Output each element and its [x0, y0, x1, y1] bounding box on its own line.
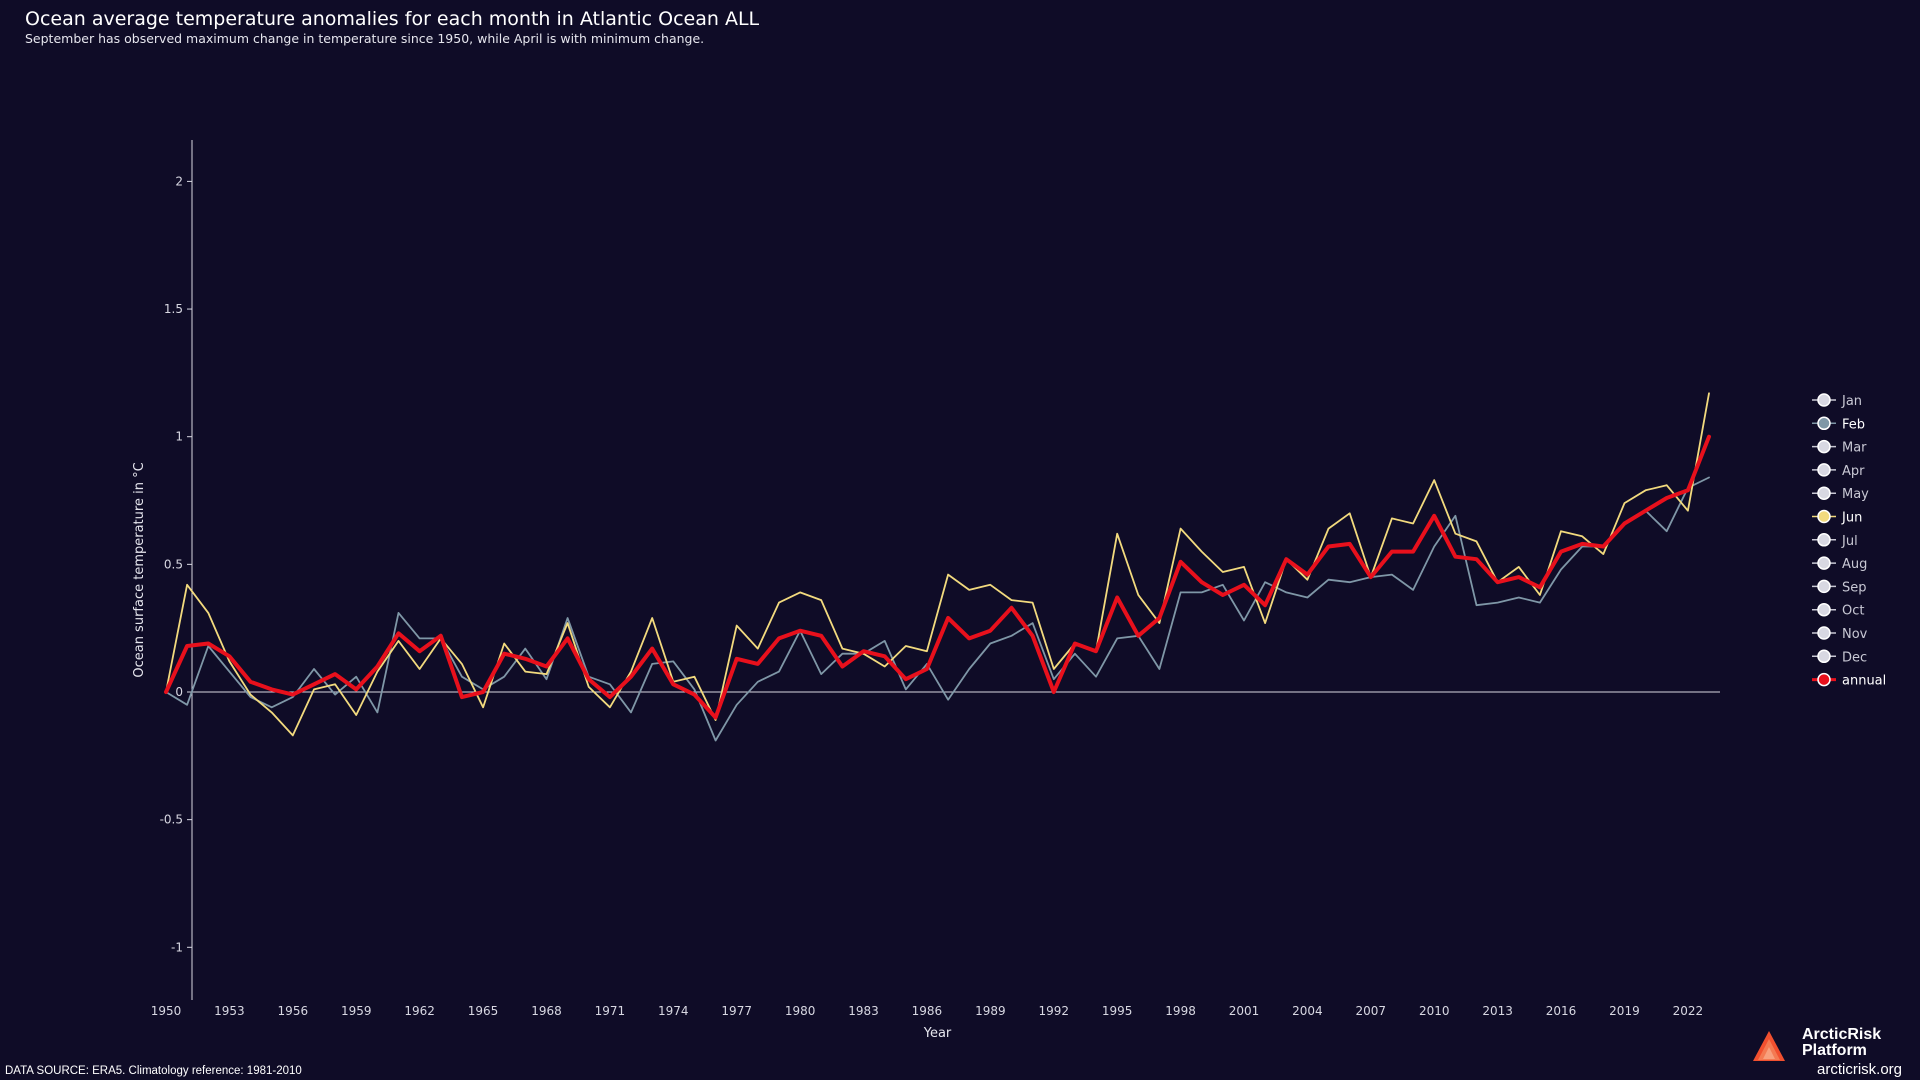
legend: Jan Feb Mar Apr May Jun Jul Aug Sep Oct Nov Dec annu…	[1812, 393, 1886, 689]
legend-item-feb[interactable]: Feb	[1812, 416, 1865, 432]
x-tick-label: 2022	[1673, 1004, 1704, 1018]
legend-label: Sep	[1842, 580, 1867, 595]
x-tick-label: 1983	[848, 1004, 879, 1018]
data-source-note: DATA SOURCE: ERA5. Climatology reference…	[5, 1065, 302, 1077]
legend-label: Aug	[1842, 557, 1867, 572]
legend-item-jul[interactable]: Jul	[1812, 533, 1858, 549]
y-tick-label: 0	[175, 685, 183, 699]
legend-label: annual	[1842, 674, 1886, 689]
legend-label: Oct	[1842, 604, 1864, 619]
y-axis-title: Ocean surface temperature in °C	[132, 462, 147, 677]
y-tick-label: 1	[175, 430, 183, 444]
legend-marker	[1817, 393, 1831, 407]
legend-marker	[1817, 509, 1831, 524]
legend-marker	[1817, 672, 1831, 687]
axes: -1 -0.5 0 0.5 1 1.5 2 1950 1953 1956 1959 1962 1965 1…	[151, 140, 1720, 1018]
legend-marker	[1817, 556, 1831, 570]
x-tick-label: 2013	[1482, 1004, 1513, 1018]
legend-label: Nov	[1842, 627, 1868, 642]
legend-label: Dec	[1842, 650, 1867, 665]
legend-marker	[1817, 463, 1831, 477]
x-tick-label: 2001	[1229, 1004, 1260, 1018]
x-tick-label: 1995	[1102, 1004, 1133, 1018]
legend-item-dec[interactable]: Dec	[1812, 649, 1867, 665]
x-axis-title: Year	[923, 1026, 952, 1041]
x-tick-label: 1986	[912, 1004, 943, 1018]
x-tick-label: 1989	[975, 1004, 1006, 1018]
legend-label: Apr	[1842, 464, 1865, 479]
x-tick-label: 2004	[1292, 1004, 1323, 1018]
legend-marker	[1817, 486, 1831, 500]
legend-item-mar[interactable]: Mar	[1812, 439, 1867, 456]
legend-item-sep[interactable]: Sep	[1812, 579, 1867, 595]
y-tick-label: 2	[175, 174, 183, 188]
x-tick-label: 1974	[658, 1004, 689, 1018]
legend-label: Jun	[1841, 511, 1862, 526]
legend-item-aug[interactable]: Aug	[1812, 556, 1867, 572]
chart-subtitle: September has observed maximum change in…	[25, 31, 705, 46]
x-tick-label: 1956	[278, 1004, 309, 1018]
arcticrisk-logo-icon	[1753, 1031, 1785, 1061]
legend-marker	[1817, 579, 1831, 594]
series-line-annual[interactable]	[164, 434, 1711, 720]
x-tick-label: 1965	[468, 1004, 499, 1018]
legend-marker	[1817, 602, 1831, 617]
legend-item-jun[interactable]: Jun	[1812, 509, 1862, 526]
x-tick-label: 2016	[1546, 1004, 1577, 1018]
x-tick-label: 1980	[785, 1004, 816, 1018]
legend-item-jan[interactable]: Jan	[1812, 393, 1862, 409]
chart-title: Ocean average temperature anomalies for …	[25, 8, 760, 30]
legend-label: May	[1842, 487, 1869, 502]
legend-label: Feb	[1842, 417, 1865, 432]
x-tick-label: 1950	[151, 1004, 182, 1018]
x-tick-label: 1971	[595, 1004, 626, 1018]
y-tick-label: -0.5	[160, 813, 183, 827]
y-tick-label: -1	[171, 940, 183, 954]
x-tick-label: 1998	[1165, 1004, 1196, 1018]
x-tick-label: 1992	[1038, 1004, 1069, 1018]
legend-marker	[1817, 626, 1831, 640]
brand-url[interactable]: arcticrisk.org	[1816, 1061, 1902, 1078]
x-tick-label: 2019	[1609, 1004, 1640, 1018]
legend-item-apr[interactable]: Apr	[1812, 463, 1865, 479]
legend-label: Jan	[1841, 394, 1862, 409]
x-tick-label: 2007	[1356, 1004, 1387, 1018]
legend-label: Mar	[1842, 441, 1867, 456]
x-tick-label: 2010	[1419, 1004, 1450, 1018]
series-line-jun[interactable]	[165, 392, 1710, 737]
legend-item-annual[interactable]: annual	[1812, 672, 1886, 689]
series-lines	[164, 392, 1711, 742]
x-tick-label: 1977	[721, 1004, 752, 1018]
legend-item-may[interactable]: May	[1812, 486, 1869, 502]
legend-marker	[1817, 533, 1831, 547]
legend-label: Jul	[1841, 534, 1858, 549]
x-tick-label: 1953	[214, 1004, 245, 1018]
legend-marker	[1817, 649, 1831, 664]
series-line-feb[interactable]	[165, 476, 1710, 742]
x-tick-label: 1968	[531, 1004, 562, 1018]
legend-marker	[1817, 439, 1831, 454]
legend-marker	[1817, 416, 1831, 431]
y-tick-label: 0.5	[164, 557, 183, 571]
legend-item-nov[interactable]: Nov	[1812, 626, 1868, 642]
brand-name: ArcticRisk Platform	[1802, 1026, 1882, 1059]
x-tick-label: 1962	[404, 1004, 435, 1018]
brand-block[interactable]: ArcticRisk Platform arcticrisk.org	[1753, 1026, 1902, 1078]
x-tick-label: 1959	[341, 1004, 372, 1018]
legend-item-oct[interactable]: Oct	[1812, 602, 1864, 619]
y-tick-label: 1.5	[164, 302, 183, 316]
